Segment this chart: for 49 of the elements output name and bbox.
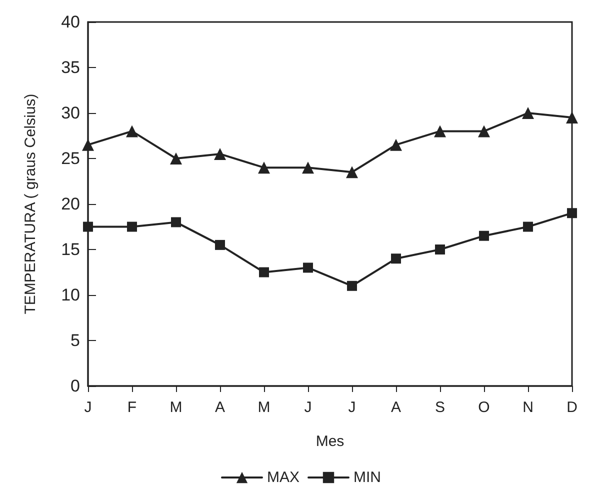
point	[522, 107, 534, 119]
x-tick-label: M	[170, 399, 182, 416]
point	[523, 222, 533, 232]
point	[566, 112, 578, 124]
x-tick-label: A	[214, 399, 226, 416]
point	[435, 244, 445, 254]
point	[346, 166, 358, 178]
point	[567, 208, 577, 218]
x-tick-label: M	[258, 399, 270, 416]
point	[215, 240, 225, 250]
point	[126, 125, 138, 138]
y-tick-label: 15	[61, 240, 80, 259]
point	[479, 230, 489, 241]
point	[214, 148, 226, 160]
y-tick-label: 0	[70, 376, 80, 396]
point	[302, 162, 314, 174]
point	[303, 262, 313, 273]
point	[127, 222, 137, 232]
y-tick-label: 30	[61, 104, 80, 122]
point	[391, 254, 401, 264]
x-tick-label: J	[84, 399, 92, 416]
point	[83, 222, 93, 232]
point	[390, 138, 402, 151]
y-tick-label: 20	[61, 194, 80, 214]
x-tick-label: O	[478, 399, 490, 416]
point	[171, 217, 181, 228]
x-tick-label: F	[127, 399, 137, 416]
y-tick-label: 40	[61, 12, 80, 32]
y-tick-label: 10	[61, 286, 80, 304]
x-tick-label: A	[390, 399, 402, 416]
x-tick-label: J	[304, 399, 312, 416]
point	[258, 162, 270, 174]
point	[170, 152, 182, 164]
x-tick-label: J	[348, 399, 356, 416]
legend-label: MAX	[267, 469, 300, 486]
point	[478, 125, 490, 138]
y-tick-label: 5	[70, 331, 80, 350]
y-tick-label: 35	[61, 58, 80, 77]
x-tick-label: S	[434, 399, 446, 416]
point	[434, 125, 446, 138]
x-axis-title: Mes	[316, 433, 344, 450]
y-tick-label: 25	[61, 149, 80, 168]
point	[259, 267, 269, 278]
point	[82, 138, 94, 151]
point	[347, 280, 357, 291]
legend-label: MIN	[354, 469, 382, 486]
x-tick-label: D	[566, 399, 578, 416]
y-axis-title: TEMPERATURA ( graus Celsius)	[22, 94, 39, 314]
x-tick-label: N	[522, 399, 534, 416]
